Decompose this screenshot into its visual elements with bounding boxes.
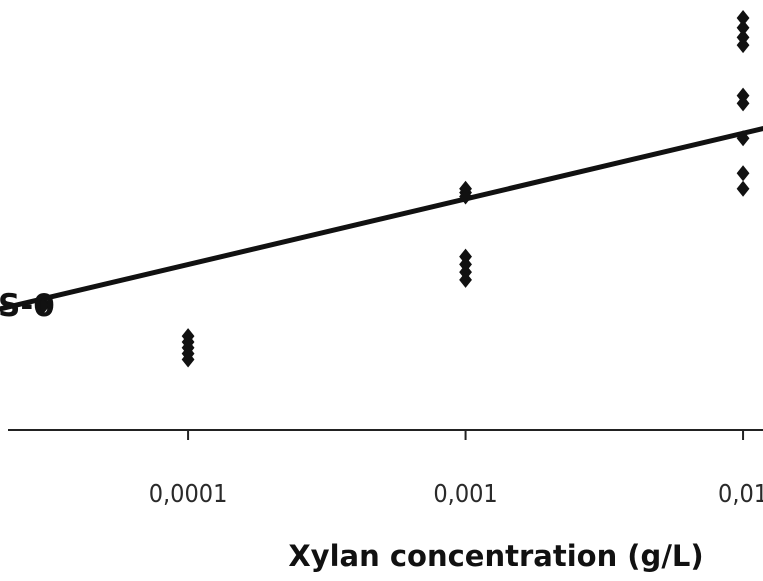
data-point — [459, 271, 472, 288]
data-point — [36, 298, 50, 315]
data-point — [736, 95, 750, 112]
data-points — [36, 10, 750, 368]
data-point — [459, 188, 472, 205]
data-point — [736, 37, 750, 54]
data-point — [736, 19, 750, 36]
x-tick-label: 0,01 — [718, 479, 763, 508]
x-axis-title: Xylan concentration (g/L) — [288, 539, 703, 573]
data-point — [736, 130, 750, 147]
x-axis-ticks: 0,0001 0,001 0,01 — [149, 430, 763, 508]
series-label: S-0 — [0, 288, 55, 324]
data-point — [181, 351, 195, 368]
data-point — [736, 165, 750, 182]
x-tick-label: 0,0001 — [149, 479, 228, 508]
trendline-group — [0, 126, 763, 312]
data-point — [736, 10, 750, 26]
data-point — [736, 180, 750, 197]
trendline — [0, 126, 763, 312]
x-tick-label: 0,001 — [433, 479, 497, 508]
